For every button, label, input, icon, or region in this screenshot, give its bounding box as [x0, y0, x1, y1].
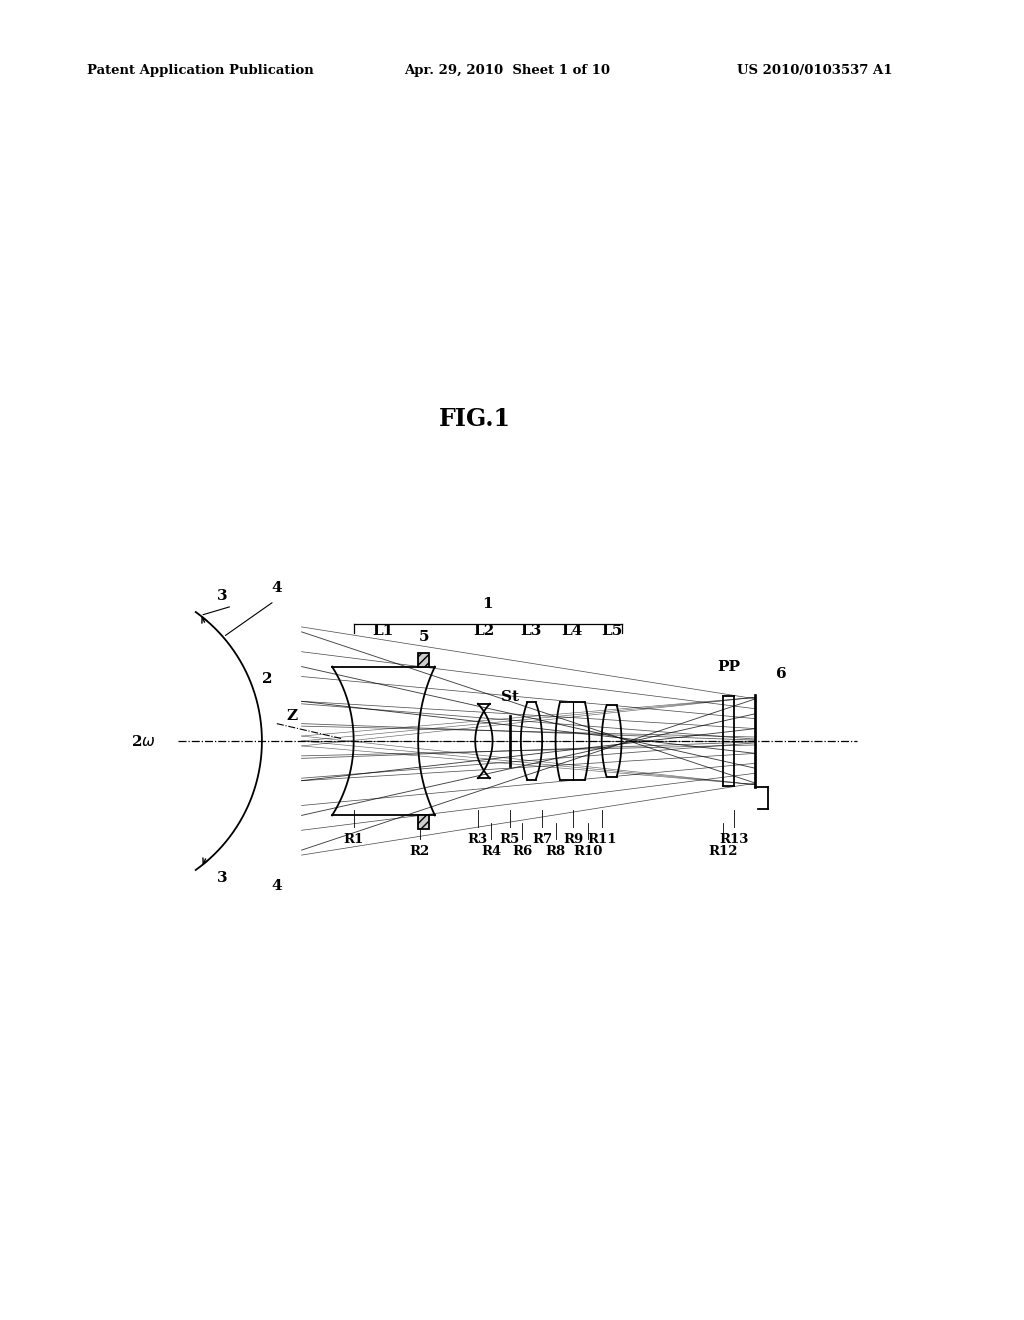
- Bar: [418, 816, 429, 829]
- Text: Patent Application Publication: Patent Application Publication: [87, 63, 313, 77]
- Text: R10: R10: [573, 845, 603, 858]
- Text: 4: 4: [271, 581, 283, 595]
- Text: 2: 2: [261, 672, 272, 686]
- Text: L4: L4: [562, 624, 583, 638]
- Text: 1: 1: [482, 597, 493, 611]
- Text: 6: 6: [776, 668, 786, 681]
- Text: PP: PP: [717, 660, 740, 675]
- Text: R6: R6: [512, 845, 532, 858]
- Text: FIG.1: FIG.1: [439, 407, 511, 430]
- Text: US 2010/0103537 A1: US 2010/0103537 A1: [737, 63, 893, 77]
- Text: L3: L3: [520, 624, 542, 638]
- Text: St: St: [501, 690, 519, 704]
- Text: R1: R1: [344, 833, 364, 846]
- Text: Z: Z: [286, 709, 297, 723]
- Text: 2$\omega$: 2$\omega$: [130, 734, 156, 748]
- Text: R5: R5: [500, 833, 520, 846]
- Text: 3: 3: [217, 871, 227, 886]
- Text: L2: L2: [473, 624, 495, 638]
- Text: R3: R3: [468, 833, 487, 846]
- Text: 3: 3: [217, 589, 227, 603]
- Text: R7: R7: [532, 833, 552, 846]
- Text: R12: R12: [709, 845, 738, 858]
- Text: R11: R11: [587, 833, 616, 846]
- Text: 4: 4: [271, 879, 283, 892]
- Bar: [418, 652, 429, 667]
- Text: R13: R13: [720, 833, 749, 846]
- Text: 5: 5: [419, 630, 429, 644]
- Text: R2: R2: [410, 845, 430, 858]
- Text: L5: L5: [601, 624, 623, 638]
- Text: R4: R4: [481, 845, 501, 858]
- Text: R8: R8: [546, 845, 565, 858]
- Text: L1: L1: [373, 624, 394, 638]
- Text: Apr. 29, 2010  Sheet 1 of 10: Apr. 29, 2010 Sheet 1 of 10: [404, 63, 610, 77]
- Text: R9: R9: [563, 833, 584, 846]
